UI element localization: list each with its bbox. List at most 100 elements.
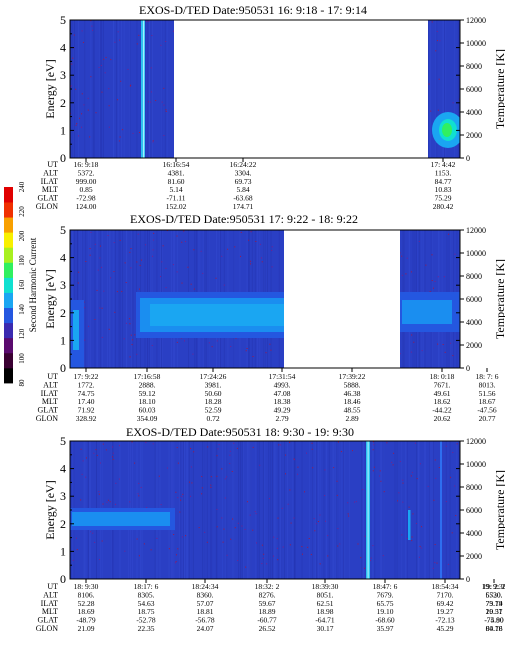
- spectrogram-speckle: [98, 493, 100, 495]
- spectrogram-speckle: [162, 245, 164, 247]
- spectrogram-speckle: [418, 240, 420, 242]
- spectrogram-speckle: [248, 239, 250, 241]
- spectrogram-speckle: [401, 534, 403, 536]
- spectrogram-speckle: [119, 239, 121, 241]
- spectrogram-speckle: [152, 141, 154, 143]
- spectrogram-speckle: [318, 521, 320, 523]
- spectrogram-speckle: [127, 68, 129, 70]
- spectrogram-speckle: [131, 344, 133, 346]
- y2-tick-label: 8000: [466, 62, 482, 71]
- y2-tick-label: 4000: [466, 318, 482, 327]
- spectrogram-speckle: [106, 501, 108, 503]
- spectrogram-texture: [210, 441, 212, 579]
- spectrogram-speckle: [260, 257, 262, 259]
- spectrogram-speckle: [161, 101, 163, 103]
- spectrogram-speckle: [165, 110, 167, 112]
- spectrogram-texture: [456, 441, 458, 579]
- spectrogram-texture: [308, 441, 310, 579]
- spectrogram-texture: [120, 20, 122, 158]
- spectrogram-speckle: [249, 514, 251, 516]
- spectrogram-texture: [435, 20, 437, 158]
- ephemeris-value: -71.11: [166, 194, 185, 203]
- spectrogram-speckle: [101, 336, 103, 338]
- spectrogram-speckle: [99, 307, 101, 309]
- spectrogram-speckle: [237, 560, 239, 562]
- spectrogram-speckle: [108, 88, 110, 90]
- ephemeris-value: 48.55: [344, 406, 361, 415]
- spectrogram-speckle: [151, 35, 153, 37]
- spectrogram-texture: [445, 441, 447, 579]
- spectrogram-texture: [336, 441, 338, 579]
- spectrogram-speckle: [333, 467, 335, 469]
- spectrogram-speckle: [244, 528, 246, 530]
- spectrogram-speckle: [191, 482, 193, 484]
- ephemeris-value: 17: 4:42: [431, 160, 456, 169]
- y2-tick-label: 0: [466, 154, 470, 163]
- spectrogram-speckle: [271, 249, 273, 251]
- spectrogram-texture: [96, 230, 98, 368]
- spectrogram-speckle: [96, 454, 98, 456]
- spectrogram-texture: [238, 441, 239, 579]
- ephemeris-value: 51.56: [479, 389, 496, 398]
- spectrogram-speckle: [119, 136, 121, 138]
- spectrogram-speckle: [452, 355, 454, 357]
- spectrogram-speckle: [434, 562, 436, 564]
- spectrogram-texture: [405, 441, 406, 579]
- spectrogram-speckle: [314, 530, 316, 532]
- spectrogram-texture: [191, 441, 193, 579]
- spectrogram-speckle: [392, 464, 394, 466]
- spectrogram-speckle: [89, 254, 91, 256]
- spectrogram-texture: [84, 20, 86, 158]
- spectrogram-texture: [442, 20, 444, 158]
- ephemeris-value: 18: 0:18: [430, 372, 455, 381]
- spectrogram-speckle: [140, 486, 142, 488]
- spectrogram-speckle: [336, 480, 338, 482]
- spectrogram-texture: [206, 441, 208, 579]
- y-tick-label: 0: [60, 361, 66, 375]
- colorbar-tick-label: 80: [18, 379, 26, 387]
- spectrogram-speckle: [443, 276, 445, 278]
- colorbar-swatch: [4, 277, 13, 293]
- spectrogram-speckle: [112, 456, 114, 458]
- spectrogram-speckle: [90, 20, 92, 22]
- spectrogram-speckle: [406, 257, 408, 259]
- spectrogram-speckle: [155, 99, 157, 101]
- ephemeris-value: 18: 9:30: [74, 582, 99, 591]
- spectrogram-texture: [119, 230, 121, 368]
- spectrogram-speckle: [406, 538, 408, 540]
- spectrogram-speckle: [437, 276, 439, 278]
- spectrogram-speckle: [81, 113, 83, 115]
- spectrogram-texture: [242, 441, 244, 579]
- spectrogram-speckle: [99, 257, 101, 259]
- spectrogram-speckle: [414, 442, 416, 444]
- colorbar-swatch: [4, 367, 13, 384]
- spectrogram-texture: [315, 441, 316, 579]
- spectrogram-texture: [374, 441, 376, 579]
- spectrogram-speckle: [72, 559, 74, 561]
- spectrogram-speckle: [347, 502, 349, 504]
- ephemeris-row-label: UT: [47, 582, 58, 591]
- spectrogram-speckle: [94, 319, 96, 321]
- ephemeris-value: 354.09: [137, 414, 158, 423]
- spectrogram-speckle: [431, 280, 433, 282]
- spectrogram-speckle: [276, 547, 278, 549]
- ephemeris-value: 8276.: [259, 590, 276, 599]
- ephemeris-value: 73.79: [486, 599, 503, 608]
- spectrogram-speckle: [246, 501, 248, 503]
- ephemeris-value: 5372.: [78, 168, 95, 177]
- ephemeris-value: 17:39:22: [339, 372, 366, 381]
- data-gap: [284, 229, 400, 369]
- y2-tick-label: 0: [466, 575, 470, 584]
- spectrogram-speckle: [89, 136, 91, 138]
- spectrogram-speckle: [100, 64, 102, 66]
- colorbar-tick-label: 240: [18, 181, 26, 192]
- spectrogram-speckle: [327, 555, 329, 557]
- spectrogram-speckle: [193, 451, 195, 453]
- spectrogram-texture: [394, 441, 396, 579]
- spectrogram-speckle: [71, 63, 73, 65]
- spectrogram-texture: [129, 20, 131, 158]
- spectrogram-speckle: [379, 475, 381, 477]
- spectrogram-area: [70, 441, 460, 579]
- spectrogram-speckle: [324, 495, 326, 497]
